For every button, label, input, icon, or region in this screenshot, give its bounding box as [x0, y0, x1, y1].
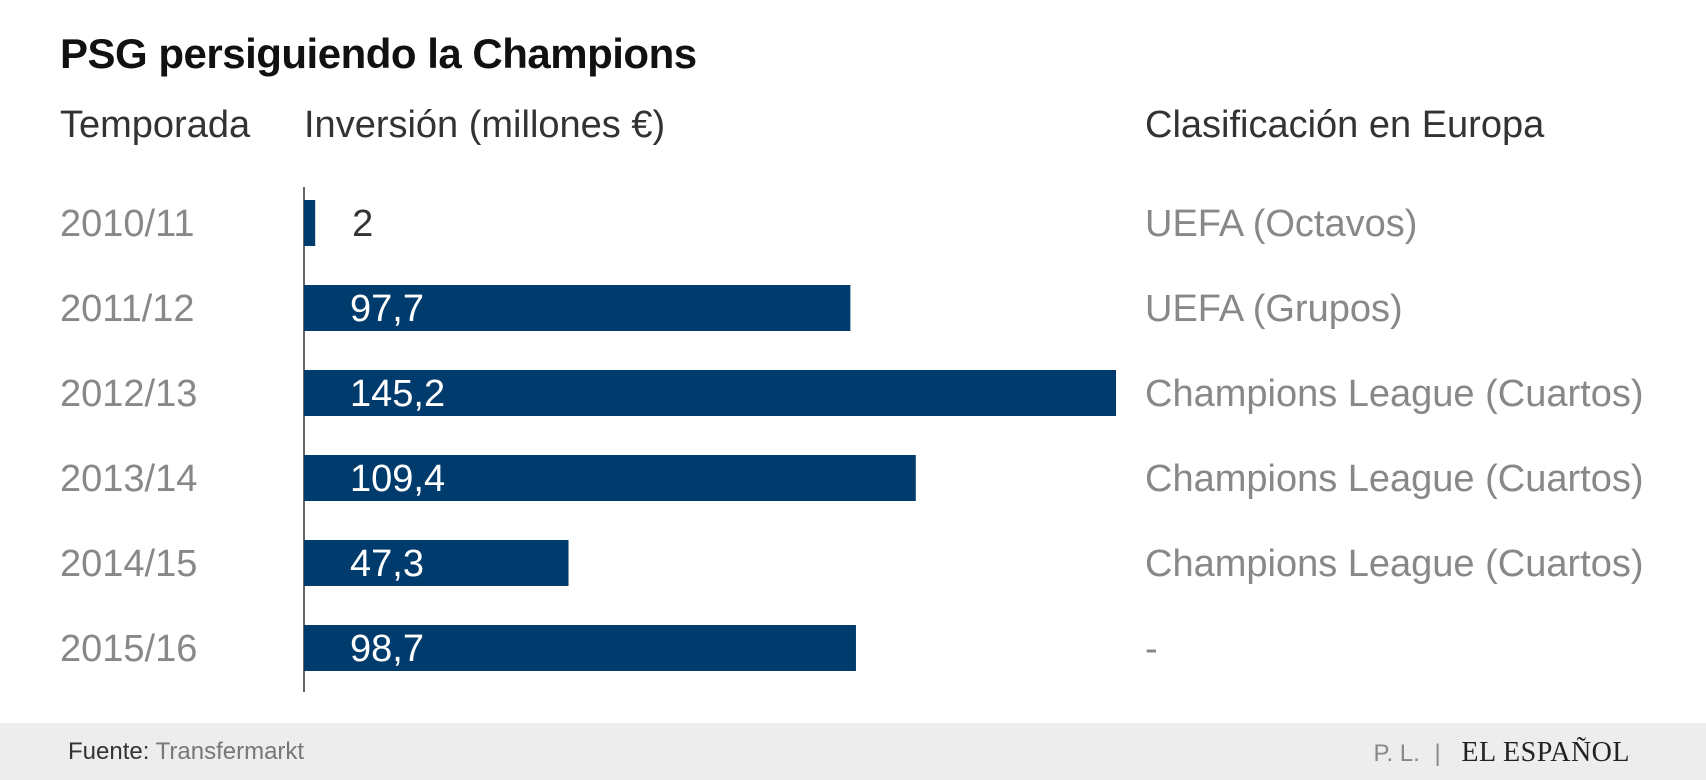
bar — [304, 625, 856, 671]
classification-label: - — [1145, 628, 1158, 670]
classification-label: Champions League (Cuartos) — [1145, 373, 1644, 415]
header-classification: Clasificación en Europa — [1145, 104, 1545, 146]
credit-separator: | — [1434, 740, 1441, 767]
bar — [304, 370, 1116, 416]
classification-label: Champions League (Cuartos) — [1145, 458, 1644, 500]
bar-value-label: 97,7 — [350, 288, 424, 330]
bar-value-label: 109,4 — [350, 458, 445, 500]
bar-value-label: 98,7 — [350, 628, 424, 670]
author-initials: P. L. — [1373, 740, 1420, 767]
brand-logo: EL ESPAÑOL — [1461, 737, 1630, 768]
season-label: 2013/14 — [60, 458, 197, 500]
source-note: Fuente: Transfermarkt — [68, 738, 304, 766]
classification-label: UEFA (Grupos) — [1145, 288, 1403, 330]
footer: Fuente: Transfermarkt P. L. | EL ESPAÑOL — [0, 723, 1706, 780]
classification-label: Champions League (Cuartos) — [1145, 543, 1644, 585]
season-label: 2015/16 — [60, 628, 197, 670]
bar — [304, 540, 569, 586]
bar — [304, 455, 916, 501]
bar-value-label: 2 — [352, 203, 373, 245]
header-investment: Inversión (millones €) — [304, 104, 666, 146]
season-label: 2014/15 — [60, 543, 197, 585]
source-label: Fuente: — [68, 738, 150, 765]
season-label: 2010/11 — [60, 203, 195, 245]
bar — [304, 285, 851, 331]
bar — [304, 200, 316, 246]
season-label: 2011/12 — [60, 288, 195, 330]
bar-value-label: 47,3 — [350, 543, 424, 585]
bar-value-label: 145,2 — [350, 373, 445, 415]
header-season: Temporada — [60, 104, 251, 146]
credit: P. L. | EL ESPAÑOL — [1374, 737, 1630, 769]
classification-label: UEFA (Octavos) — [1145, 203, 1417, 245]
season-label: 2012/13 — [60, 373, 197, 415]
source-value: Transfermarkt — [155, 738, 305, 765]
chart-title: PSG persiguiendo la Champions — [60, 30, 697, 77]
bar-chart: 2010/11 2 UEFA (Octavos) 2011/12 97,7 UEFA (G… — [60, 187, 1644, 692]
